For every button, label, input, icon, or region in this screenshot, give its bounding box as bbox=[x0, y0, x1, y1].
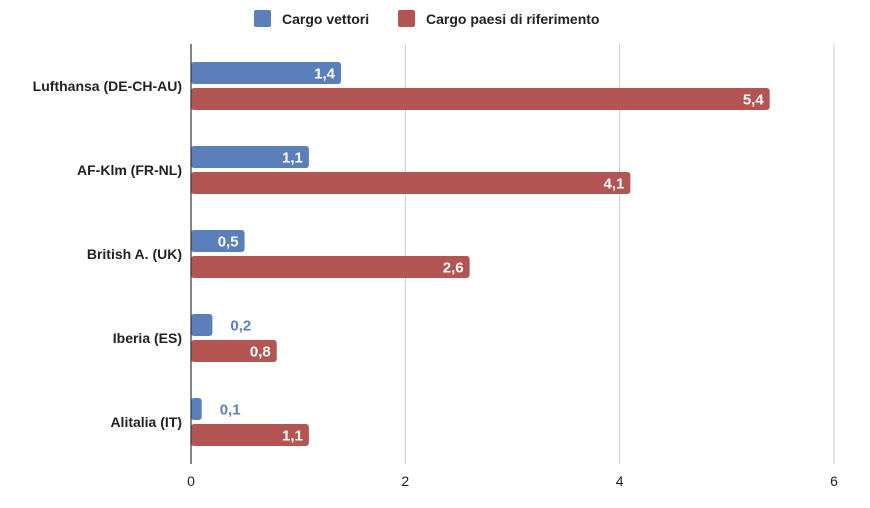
category-label: AF-Klm (FR-NL) bbox=[77, 162, 182, 178]
category-label: Lufthansa (DE-CH-AU) bbox=[33, 78, 182, 94]
bar-cargo-vettori bbox=[191, 62, 342, 84]
x-tick-label: 2 bbox=[401, 473, 409, 489]
category-label: British A. (UK) bbox=[87, 246, 182, 262]
x-tick-label: 0 bbox=[187, 473, 195, 489]
legend-label: Cargo paesi di riferimento bbox=[426, 11, 599, 27]
legend-label: Cargo vettori bbox=[282, 11, 369, 27]
bars: 1,4 5,4 1,1 4,1 0,5 2,6 0,2 0,8 0,1 1,1 bbox=[191, 62, 770, 446]
legend: Cargo vettori Cargo paesi di riferimento bbox=[254, 10, 599, 27]
data-label: 5,4 bbox=[743, 92, 765, 109]
data-label: 0,2 bbox=[230, 318, 251, 335]
bar-cargo-paesi bbox=[191, 424, 309, 446]
axes: 0 2 4 6 Lufthansa (DE-CH-AU) AF-Klm (FR-NL) Br… bbox=[33, 44, 838, 489]
bar-cargo-vettori bbox=[191, 230, 245, 252]
bar-cargo-paesi bbox=[191, 340, 277, 362]
data-label: 1,1 bbox=[282, 428, 303, 445]
gridlines bbox=[404, 44, 835, 464]
legend-swatch bbox=[254, 10, 271, 27]
x-tick-label: 4 bbox=[616, 473, 624, 489]
bar-cargo-vettori bbox=[191, 314, 213, 336]
data-label: 1,4 bbox=[314, 66, 336, 83]
bar-cargo-paesi bbox=[191, 172, 631, 194]
x-tick-label: 6 bbox=[830, 473, 838, 489]
bar-cargo-paesi bbox=[191, 256, 470, 278]
legend-swatch bbox=[398, 10, 415, 27]
data-label: 1,1 bbox=[282, 150, 303, 167]
category-label: Iberia (ES) bbox=[113, 330, 182, 346]
bar-cargo-paesi bbox=[191, 88, 770, 110]
data-label: 2,6 bbox=[443, 260, 464, 277]
category-label: Alitalia (IT) bbox=[110, 414, 182, 430]
data-label: 0,8 bbox=[250, 344, 271, 361]
data-label: 0,5 bbox=[218, 234, 239, 251]
bar-cargo-vettori bbox=[191, 146, 309, 168]
data-label: 4,1 bbox=[604, 176, 625, 193]
data-label: 0,1 bbox=[220, 402, 241, 419]
bar-cargo-vettori bbox=[191, 398, 202, 420]
